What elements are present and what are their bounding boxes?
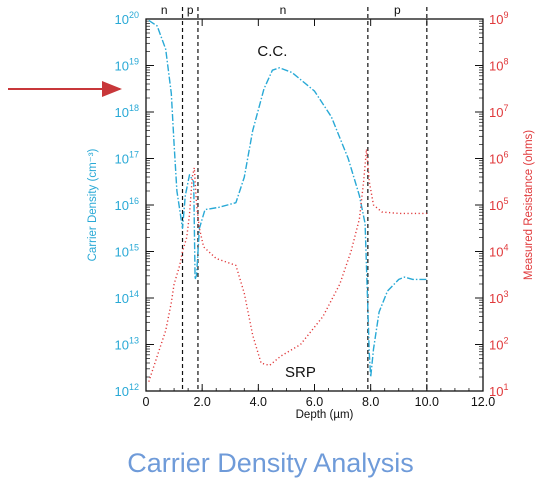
x-tick-label: 10.0 bbox=[415, 395, 439, 409]
right-tick-label: 103 bbox=[489, 289, 508, 306]
region-label: p bbox=[394, 3, 401, 17]
left-tick-label: 1018 bbox=[115, 103, 139, 120]
right-tick-label: 101 bbox=[489, 382, 508, 399]
right-tick-label: 109 bbox=[489, 10, 508, 27]
x-tick-label: 0 bbox=[143, 395, 150, 409]
series-line-srp bbox=[148, 148, 427, 382]
region-label: p bbox=[187, 3, 194, 17]
right-tick-label: 106 bbox=[489, 150, 508, 167]
annotation-label: SRP bbox=[285, 364, 316, 381]
x-tick-label: 4.0 bbox=[250, 395, 267, 409]
x-axis-label: Depth (µm) bbox=[296, 409, 354, 421]
plot-frame bbox=[145, 18, 484, 392]
right-tick-label: 105 bbox=[489, 196, 508, 213]
right-tick-label: 102 bbox=[489, 336, 508, 353]
right-tick-label: 107 bbox=[489, 103, 508, 120]
left-tick-label: 1013 bbox=[115, 336, 139, 353]
region-label: n bbox=[280, 3, 287, 17]
x-tick-label: 12.0 bbox=[471, 395, 495, 409]
left-tick-label: 1015 bbox=[115, 243, 139, 260]
left-tick-label: 1014 bbox=[115, 289, 139, 306]
carrier-density-chart: 0 2.0 4.0 6.0 8.0 10.0 12.0 Depth (µm) 1012 1013 1… bbox=[8, 3, 535, 421]
series-line-c-c bbox=[148, 19, 427, 378]
y-right-axis-label: Measured Resistance (ohms) bbox=[523, 130, 535, 280]
annotation-label: C.C. bbox=[257, 43, 287, 60]
region-label: n bbox=[161, 3, 168, 17]
chart-caption: Carrier Density Analysis bbox=[127, 448, 414, 478]
x-tick-label: 2.0 bbox=[193, 395, 210, 409]
left-tick-label: 1020 bbox=[115, 10, 139, 27]
right-tick-label: 104 bbox=[489, 243, 508, 260]
y-left-axis-label: Carrier Density (cm⁻³) bbox=[87, 148, 99, 261]
left-tick-label: 1019 bbox=[115, 57, 139, 74]
x-tick-label: 8.0 bbox=[362, 395, 379, 409]
left-tick-label: 1012 bbox=[115, 382, 139, 399]
right-tick-label: 108 bbox=[489, 57, 508, 74]
left-tick-label: 1017 bbox=[115, 150, 139, 167]
x-tick-label: 6.0 bbox=[306, 395, 323, 409]
left-tick-label: 1016 bbox=[115, 196, 139, 213]
